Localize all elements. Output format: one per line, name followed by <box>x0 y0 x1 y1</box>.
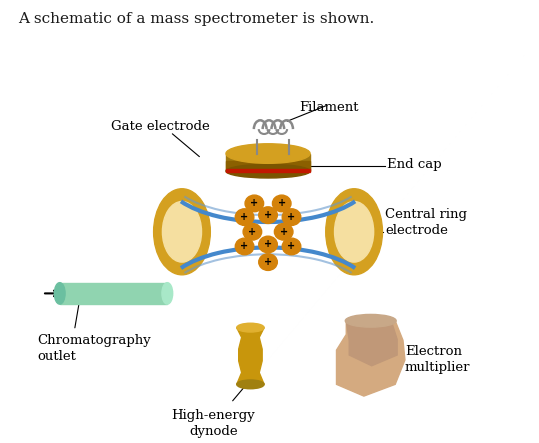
Text: +: + <box>280 227 288 237</box>
Text: +: + <box>240 241 248 252</box>
Ellipse shape <box>259 236 278 253</box>
Ellipse shape <box>259 207 278 223</box>
Ellipse shape <box>237 323 264 332</box>
Ellipse shape <box>259 254 278 270</box>
Bar <box>226 161 310 171</box>
Text: +: + <box>250 198 258 208</box>
Ellipse shape <box>335 202 374 262</box>
Polygon shape <box>346 321 397 366</box>
Bar <box>226 154 310 171</box>
Text: +: + <box>264 240 272 249</box>
Ellipse shape <box>345 315 396 327</box>
Ellipse shape <box>235 209 254 225</box>
Text: Gate electrode: Gate electrode <box>111 120 210 133</box>
Text: High-energy
dynode: High-energy dynode <box>171 409 255 438</box>
Ellipse shape <box>326 189 383 275</box>
Text: End cap: End cap <box>388 158 442 171</box>
Text: +: + <box>287 241 295 252</box>
Bar <box>226 169 310 172</box>
Text: Central ring
electrode: Central ring electrode <box>385 209 467 237</box>
Bar <box>60 283 167 304</box>
Text: Chromatography
outlet: Chromatography outlet <box>37 334 151 363</box>
Polygon shape <box>237 328 264 385</box>
Ellipse shape <box>274 223 293 240</box>
Ellipse shape <box>154 189 210 275</box>
Text: +: + <box>287 212 295 222</box>
Ellipse shape <box>272 195 291 212</box>
Text: +: + <box>278 198 286 208</box>
Ellipse shape <box>245 195 264 212</box>
Ellipse shape <box>162 283 172 304</box>
Ellipse shape <box>282 209 301 225</box>
Text: +: + <box>248 227 257 237</box>
Polygon shape <box>336 321 405 396</box>
Text: +: + <box>240 212 248 222</box>
Ellipse shape <box>235 238 254 255</box>
Text: A schematic of a mass spectrometer is shown.: A schematic of a mass spectrometer is sh… <box>18 12 374 26</box>
Text: Electron
multiplier: Electron multiplier <box>405 346 471 374</box>
Ellipse shape <box>243 223 261 240</box>
Ellipse shape <box>54 283 65 304</box>
Ellipse shape <box>226 144 310 163</box>
Ellipse shape <box>282 238 301 255</box>
Ellipse shape <box>226 164 310 178</box>
Ellipse shape <box>237 380 264 389</box>
Ellipse shape <box>162 202 202 262</box>
Text: Filament: Filament <box>299 101 358 114</box>
Text: +: + <box>264 210 272 220</box>
Text: +: + <box>264 257 272 267</box>
